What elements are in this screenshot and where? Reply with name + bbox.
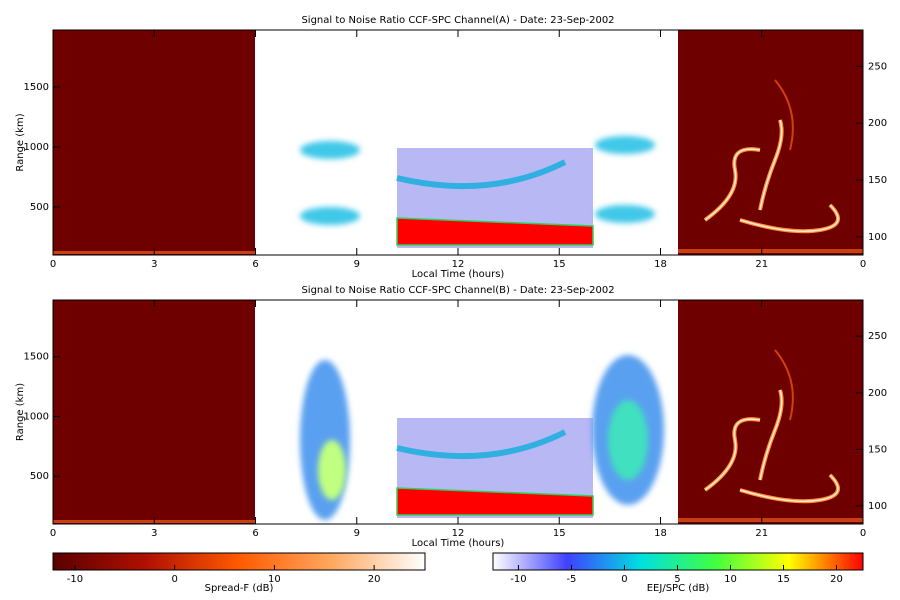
- x-tick-label: 0: [50, 259, 56, 270]
- colorbar-tick-label: 0: [621, 574, 627, 585]
- spread-f-trace: [739, 204, 839, 232]
- eej-blob: [300, 360, 350, 520]
- colorbar-tick-label: -10: [67, 574, 83, 585]
- eej-red: [396, 217, 594, 246]
- x-tick-label: 12: [452, 528, 465, 539]
- x-tick-label: 12: [452, 259, 465, 270]
- x-tick-label: 21: [755, 259, 768, 270]
- x-tick-label: 3: [151, 528, 157, 539]
- x-axis-label: Local Time (hours): [412, 269, 505, 280]
- eej-blob: [318, 440, 346, 500]
- x-tick-label: 0: [860, 259, 866, 270]
- spread-f-trace: [704, 418, 761, 491]
- x-tick-label: 6: [252, 528, 258, 539]
- colorbar: [52, 552, 426, 571]
- colorbar-tick-label: 0: [171, 574, 177, 585]
- y-tick-label: 1000: [24, 142, 49, 153]
- colorbar-label: Spread-F (dB): [205, 583, 274, 594]
- spread-f-region: [678, 30, 863, 255]
- spread-f-trace: [678, 518, 863, 522]
- eej-band: [396, 429, 567, 460]
- x-axis-label: Local Time (hours): [412, 538, 505, 549]
- x-tick-label: 0: [860, 528, 866, 539]
- y2-tick-label: 150: [868, 175, 887, 186]
- spread-f-region: [53, 30, 255, 255]
- colorbar-tick-label: 15: [777, 574, 790, 585]
- colorbar-tick-label: 20: [830, 574, 843, 585]
- x-tick-label: 0: [50, 528, 56, 539]
- x-tick-label: 15: [553, 528, 566, 539]
- y2-tick-label: 100: [868, 232, 887, 243]
- y-axis-label: Range (km): [15, 383, 26, 441]
- colorbar-tick-label: 5: [674, 574, 680, 585]
- colorbar-label: EEJ/SPC (dB): [647, 583, 710, 594]
- eej-band: [396, 159, 567, 190]
- eej-blob: [300, 207, 360, 225]
- y2-tick-label: 150: [868, 444, 887, 455]
- colorbar: [492, 552, 864, 571]
- eej-blob: [595, 136, 655, 154]
- spread-f-trace: [678, 249, 863, 253]
- y2-tick-label: 200: [868, 118, 887, 129]
- spread-f-trace: [739, 474, 839, 502]
- x-tick-label: 21: [755, 528, 768, 539]
- y-tick-label: 1000: [24, 411, 49, 422]
- spread-f-region: [53, 300, 255, 524]
- x-tick-label: 3: [151, 259, 157, 270]
- eej-red: [396, 487, 594, 516]
- y-tick-label: 500: [30, 202, 49, 213]
- eej-blob: [608, 400, 648, 480]
- spread-f-trace: [759, 389, 783, 481]
- eej-blob: [595, 205, 655, 223]
- y2-tick-label: 200: [868, 388, 887, 399]
- y2-tick-label: 250: [868, 61, 887, 72]
- colorbar-tick-label: -5: [566, 574, 576, 585]
- x-tick-label: 15: [553, 259, 566, 270]
- spread-f-trace: [774, 349, 794, 421]
- y-tick-label: 500: [30, 471, 49, 482]
- colorbar-tick-label: 20: [368, 574, 381, 585]
- spread-f-trace: [774, 79, 794, 151]
- chart-title: Signal to Noise Ratio CCF-SPC Channel(A)…: [301, 15, 614, 26]
- spread-f-trace: [704, 148, 761, 221]
- x-tick-label: 9: [354, 259, 360, 270]
- x-tick-label: 6: [252, 259, 258, 270]
- x-tick-label: 18: [654, 528, 667, 539]
- colorbar-tick-label: 10: [724, 574, 737, 585]
- colorbar-tick-label: 10: [268, 574, 281, 585]
- y-tick-label: 1500: [24, 82, 49, 93]
- y2-tick-label: 100: [868, 501, 887, 512]
- colorbar-tick-label: -10: [510, 574, 526, 585]
- y2-tick-label: 250: [868, 331, 887, 342]
- eej-blob: [300, 141, 360, 159]
- spread-f-trace: [759, 119, 783, 211]
- y-tick-label: 1500: [24, 352, 49, 363]
- chart-title: Signal to Noise Ratio CCF-SPC Channel(B)…: [301, 285, 614, 296]
- x-tick-label: 18: [654, 259, 667, 270]
- x-tick-label: 9: [354, 528, 360, 539]
- y-axis-label: Range (km): [15, 113, 26, 171]
